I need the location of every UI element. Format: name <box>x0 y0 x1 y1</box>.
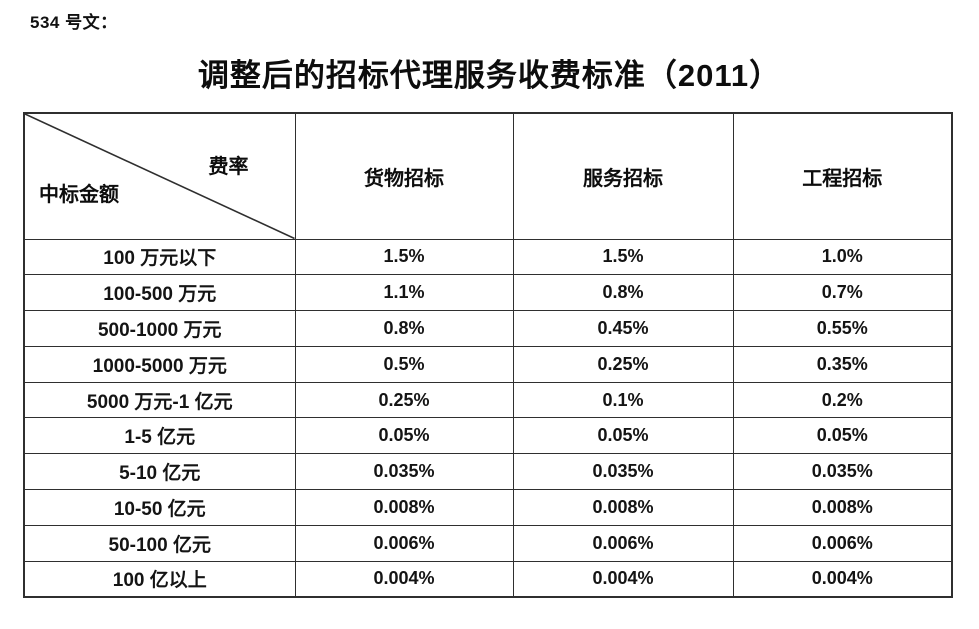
amount-cell: 50-100 亿元 <box>23 524 296 562</box>
column-header-goods: 货物招标 <box>294 112 514 240</box>
rate-cell-service: 0.006% <box>512 524 734 562</box>
table-row: 100-500 万元 1.1% 0.8% 0.7% <box>23 274 953 312</box>
rate-cell-service: 0.008% <box>512 489 734 526</box>
rate-cell-engineering: 0.55% <box>732 310 953 347</box>
rate-cell-engineering: 0.05% <box>732 417 953 455</box>
rate-cell-goods: 1.1% <box>294 274 514 312</box>
corner-label-amount: 中标金额 <box>39 183 119 206</box>
rate-cell-goods: 0.004% <box>294 560 514 598</box>
fee-table: 费率 中标金额 货物招标 服务招标 工程招标 100 万元以下 1.5% 1.5… <box>23 112 953 598</box>
amount-cell: 100-500 万元 <box>23 274 296 312</box>
amount-cell: 1000-5000 万元 <box>23 345 296 383</box>
rate-cell-goods: 0.035% <box>294 453 514 491</box>
amount-cell: 500-1000 万元 <box>23 310 296 347</box>
rate-cell-goods: 0.05% <box>294 417 514 455</box>
rate-cell-goods: 0.8% <box>294 310 514 347</box>
amount-cell: 100 亿以上 <box>23 560 296 598</box>
table-row: 500-1000 万元 0.8% 0.45% 0.55% <box>23 310 953 347</box>
amount-cell: 5-10 亿元 <box>23 453 296 491</box>
rate-cell-engineering: 0.2% <box>732 381 953 419</box>
amount-cell: 5000 万元-1 亿元 <box>23 381 296 419</box>
rate-cell-service: 0.25% <box>512 345 734 383</box>
rate-cell-goods: 0.25% <box>294 381 514 419</box>
table-row: 50-100 亿元 0.006% 0.006% 0.006% <box>23 524 953 562</box>
amount-cell: 10-50 亿元 <box>23 489 296 526</box>
rate-cell-engineering: 1.0% <box>732 238 953 276</box>
table-row: 100 万元以下 1.5% 1.5% 1.0% <box>23 238 953 276</box>
rate-cell-engineering: 0.004% <box>732 560 953 598</box>
rate-cell-service: 1.5% <box>512 238 734 276</box>
table-row: 1-5 亿元 0.05% 0.05% 0.05% <box>23 417 953 455</box>
rate-cell-service: 0.45% <box>512 310 734 347</box>
amount-cell: 100 万元以下 <box>23 238 296 276</box>
corner-label-rate: 费率 <box>208 156 249 178</box>
table-row: 10-50 亿元 0.008% 0.008% 0.008% <box>23 489 953 526</box>
amount-cell: 1-5 亿元 <box>23 417 296 455</box>
table-row: 100 亿以上 0.004% 0.004% 0.004% <box>23 560 953 598</box>
rate-cell-engineering: 0.008% <box>732 489 953 526</box>
table-row: 5-10 亿元 0.035% 0.035% 0.035% <box>23 453 953 491</box>
rate-cell-goods: 0.006% <box>294 524 514 562</box>
corner-cell: 费率 中标金额 <box>23 112 296 240</box>
rate-cell-service: 0.035% <box>512 453 734 491</box>
table-row: 5000 万元-1 亿元 0.25% 0.1% 0.2% <box>23 381 953 419</box>
diagonal-line <box>25 114 294 238</box>
rate-cell-goods: 0.008% <box>294 489 514 526</box>
rate-cell-engineering: 0.035% <box>732 453 953 491</box>
doc-number: 534 号文： <box>30 13 118 32</box>
page-title: 调整后的招标代理服务收费标准（2011） <box>197 58 782 93</box>
table-row: 1000-5000 万元 0.5% 0.25% 0.35% <box>23 345 953 383</box>
rate-cell-engineering: 0.35% <box>732 345 953 383</box>
column-header-engineering: 工程招标 <box>732 112 953 240</box>
rate-cell-service: 0.05% <box>512 417 734 455</box>
rate-cell-service: 0.1% <box>512 381 734 419</box>
header-row: 费率 中标金额 货物招标 服务招标 工程招标 <box>23 112 953 240</box>
rate-cell-goods: 1.5% <box>294 238 514 276</box>
rate-cell-service: 0.8% <box>512 274 734 312</box>
rate-cell-service: 0.004% <box>512 560 734 598</box>
rate-cell-goods: 0.5% <box>294 345 514 383</box>
column-header-service: 服务招标 <box>512 112 734 240</box>
rate-cell-engineering: 0.006% <box>732 524 953 562</box>
rate-cell-engineering: 0.7% <box>732 274 953 312</box>
